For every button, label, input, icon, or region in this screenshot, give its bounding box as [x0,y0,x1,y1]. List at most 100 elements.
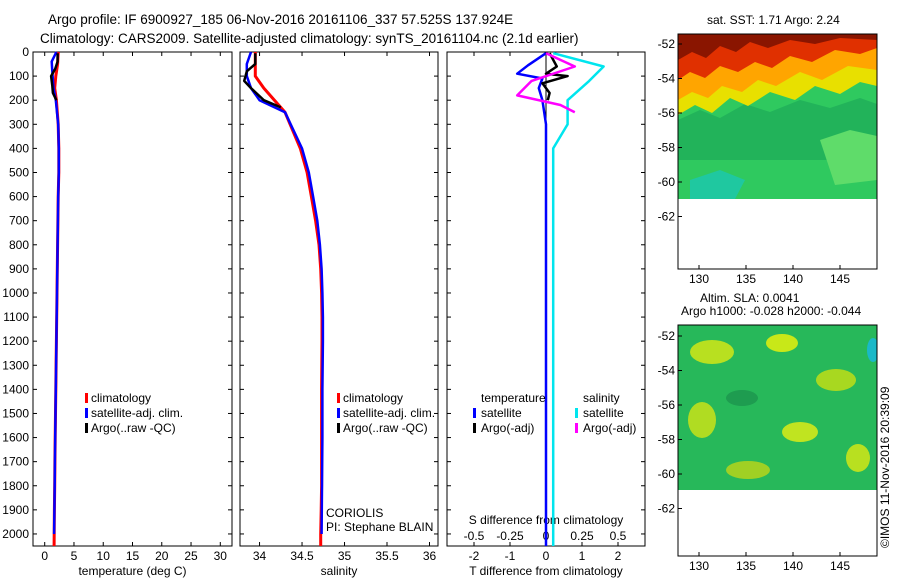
sst-cyan-patch [690,170,745,199]
series-line [49,53,59,101]
x-tick-label: 0 [41,549,48,563]
lat-tick-label: -60 [658,467,676,481]
y-tick-label: 1100 [3,310,29,324]
credit-line-2: PI: Stephane BLAIN [326,520,433,534]
secondary-x-tick-label: 0.25 [570,529,594,543]
sla-map-title-2: Argo h1000: -0.028 h2000: -0.044 [681,304,861,318]
x-axis-label: temperature (deg C) [78,564,186,578]
x-tick-label: 35.5 [375,549,399,563]
sla-yellow-blob [816,369,856,391]
lon-tick-label: 135 [736,272,756,286]
legend-swatch-temp-argo [473,423,476,433]
y-tick-label: 900 [9,262,29,276]
legend-swatch-climatology [85,393,88,403]
legend-swatch-temp-satellite [473,408,476,418]
series-line [50,51,61,535]
lat-tick-label: -58 [658,433,676,447]
y-tick-label: 1400 [2,382,29,396]
legend-swatch-argo [85,423,88,433]
legend-label-climatology: climatology [343,391,403,405]
x-tick-label: 15 [126,549,140,563]
sla-lat-axis: -52 -54 -56 -58 -60 -62 [658,329,682,516]
title-line-1: Argo profile: IF 6900927_185 06-Nov-2016… [48,12,513,27]
sst-lat-axis: -52 -54 -56 -58 -60 -62 [658,37,682,224]
legend-swatch-satellite [337,408,340,418]
legend-label-climatology: climatology [91,391,151,405]
x-tick-label: 35 [338,549,352,563]
lon-tick-label: 140 [783,559,803,573]
x-tick-label: 0 [543,549,550,563]
sst-map: -52 -54 -56 -58 -60 -62 130 135 140 145 [658,33,878,286]
y-tick-label: 300 [9,117,29,131]
sla-lon-axis: 130 135 140 145 [689,552,850,573]
sla-yellow-blob [726,461,770,479]
temperature-legend: climatology satellite-adj. clim. Argo(..… [85,391,183,435]
lat-tick-label: -58 [658,141,676,155]
difference-legend: temperature salinity satellite Argo(-adj… [473,391,636,435]
legend-swatch-satellite [85,408,88,418]
x-tick-label: -1 [505,549,516,563]
difference-panel: -2 -1 0 1 2T difference from climatology -0.5… [446,51,646,578]
y-tick-label: 0 [22,45,29,59]
y-tick-label: 1300 [2,358,29,372]
lat-tick-label: -60 [658,175,676,189]
x-tick-label: 30 [214,549,228,563]
y-tick-label: 400 [9,141,29,155]
lat-tick-label: -56 [658,398,676,412]
series-line [515,52,577,114]
x-tick-label: 34 [253,549,267,563]
credit-line-1: CORIOLIS [326,506,383,520]
series-line [541,52,569,101]
sla-map: -52 -54 -56 -58 -60 -62 130 135 140 145 [658,324,878,573]
legend-label-argo: Argo(..raw -QC) [91,421,176,435]
series-line [245,51,325,535]
legend-head-temperature: temperature [481,391,546,405]
legend-label-argo: Argo(..raw -QC) [343,421,428,435]
sla-dark-blob [726,390,758,406]
lon-tick-label: 145 [830,559,850,573]
sla-map-nodata [678,490,877,556]
x-tick-label: 20 [155,549,169,563]
legend-swatch-sal-argo [575,423,578,433]
x-axis-label: T difference from climatology [469,564,623,578]
x-tick-label: 2 [615,549,622,563]
temperature-panel: 0100200300400500600700800900100011001200… [2,45,233,578]
title-line-2: Climatology: CARS2009. Satellite-adjuste… [40,31,579,46]
salinity-panel: 34 34.5 35 35.5 36 salinity [239,51,439,578]
y-tick-label: 700 [9,214,29,228]
series-line [515,52,548,546]
sst-lon-axis: 130 135 140 145 [689,265,850,286]
sst-map-nodata [678,199,877,269]
y-tick-label: 800 [9,238,29,252]
sla-cyan-blob [867,338,877,362]
legend-swatch-argo [337,423,340,433]
y-tick-label: 1200 [2,334,29,348]
lat-tick-label: -56 [658,106,676,120]
legend-label-satellite: satellite-adj. clim. [91,406,183,420]
y-tick-label: 1800 [2,479,29,493]
y-tick-label: 600 [9,190,29,204]
plot-frame [239,51,439,547]
sla-yellow-blob [846,444,870,472]
sla-yellow-blob [766,334,798,352]
lat-tick-label: -54 [658,364,676,378]
secondary-x-tick-label: 0.5 [610,529,627,543]
y-tick-label: 1500 [2,406,29,420]
x-tick-label: 34.5 [290,549,314,563]
sst-light-green-patch [820,130,877,185]
y-tick-label: 500 [9,165,29,179]
sla-yellow-blob [782,422,818,442]
sst-map-title: sat. SST: 1.71 Argo: 2.24 [707,13,840,27]
legend-label-satellite: satellite-adj. clim. [343,406,435,420]
lat-tick-label: -54 [658,72,676,86]
sla-yellow-blob [688,402,716,438]
lat-tick-label: -52 [658,37,676,51]
sla-yellow-blob [690,340,734,364]
plot-frame [32,51,233,547]
y-tick-label: 1600 [2,431,29,445]
lon-tick-label: 130 [689,272,709,286]
legend-swatch-climatology [337,393,340,403]
x-tick-label: 25 [184,549,198,563]
legend-label-temp-satellite: satellite [481,406,522,420]
